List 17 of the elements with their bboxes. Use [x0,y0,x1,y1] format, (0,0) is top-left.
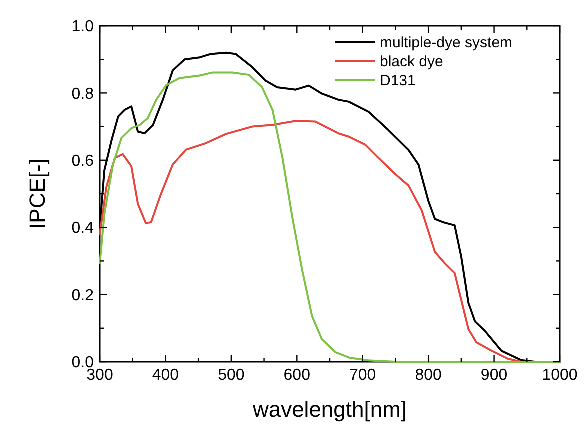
x-tick-label: 900 [480,367,508,384]
legend-label: D131 [380,72,416,90]
x-tick-label: 1000 [542,367,578,384]
y-axis-title: IPCE[-] [25,158,50,230]
legend-label: black dye [380,53,444,70]
x-tick-label: 800 [415,367,442,384]
y-tick-label: 1.0 [72,18,94,36]
x-tick-label: 400 [152,367,180,384]
x-tick-label: 600 [284,367,311,384]
y-tick-label: 0.8 [72,86,94,103]
y-tick-label: 0.2 [72,287,94,304]
legend-label: multiple-dye system [380,34,513,52]
x-tick-label: 500 [218,367,245,384]
x-tick-label: 700 [350,367,376,384]
x-axis-title: wavelength[nm] [252,397,408,422]
y-tick-label: 0.4 [72,220,94,238]
y-tick-label: 0.6 [72,153,94,170]
